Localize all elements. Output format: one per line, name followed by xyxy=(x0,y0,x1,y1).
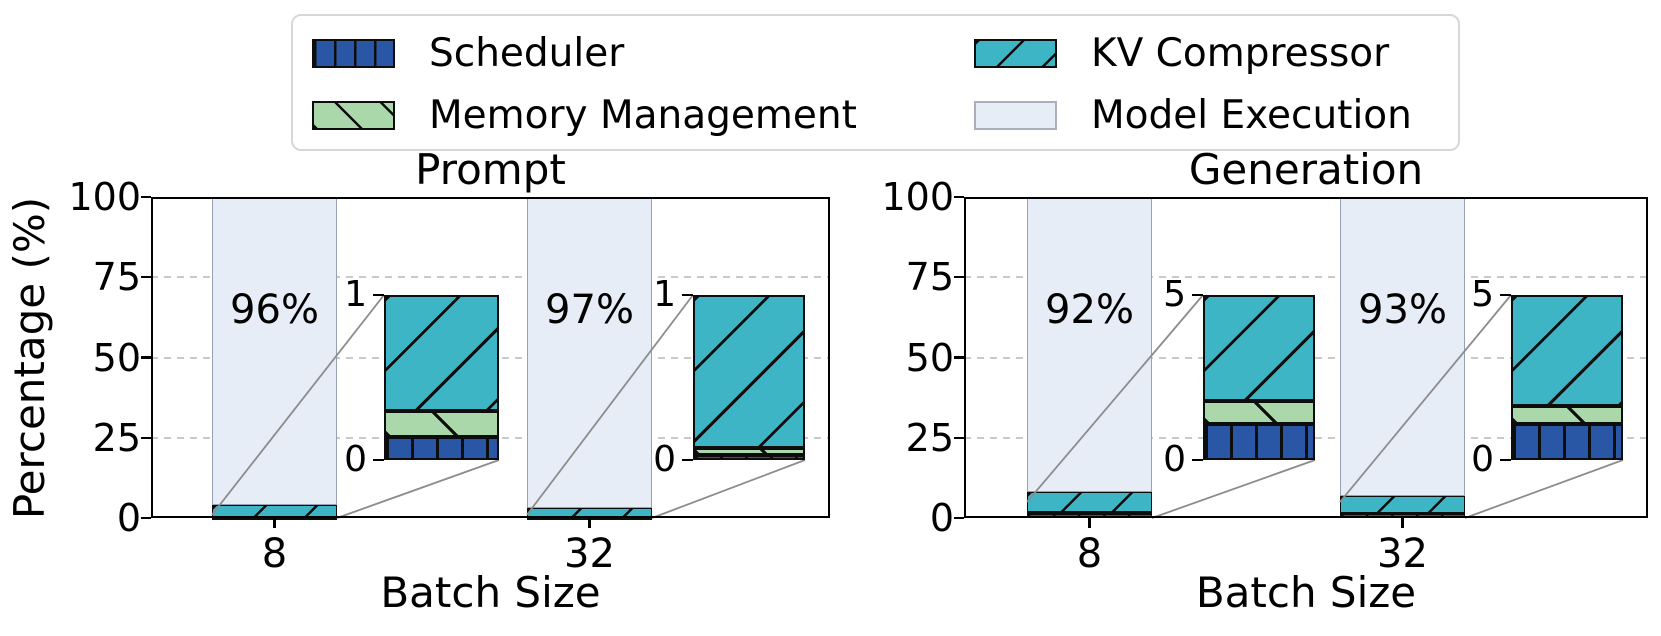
bar-segment-kv-compressor xyxy=(1027,492,1152,513)
x-tick-mark xyxy=(273,518,276,528)
bar-segment-kv-compressor xyxy=(527,508,652,518)
x-axis-label-left: Batch Size xyxy=(380,568,601,617)
inset-tick-mark xyxy=(1192,458,1203,462)
legend-label: Scheduler xyxy=(429,31,625,76)
inset-bar-segment-kv-compressor xyxy=(693,295,805,449)
x-tick-mark xyxy=(1088,518,1091,528)
inset-bar-segment-scheduler xyxy=(1203,423,1315,460)
y-tick-label: 75 xyxy=(905,255,954,300)
grid-line xyxy=(151,276,830,279)
y-tick-label: 50 xyxy=(905,335,954,380)
y-tick-mark xyxy=(954,276,964,279)
inset-bar-segment-kv-compressor xyxy=(1511,295,1623,406)
legend-item-memory-management: Memory Management xyxy=(312,96,857,135)
y-tick-mark xyxy=(954,436,964,439)
y-tick-mark xyxy=(141,516,151,520)
x-tick-label: 8 xyxy=(1076,531,1103,577)
inset-bar-segment-memory-management xyxy=(1511,405,1623,424)
inset-tick-label: 5 xyxy=(1163,274,1186,315)
y-tick-mark xyxy=(954,356,964,359)
legend-label: Memory Management xyxy=(429,93,857,138)
legend-label: KV Compressor xyxy=(1091,31,1390,76)
inset-tick-mark xyxy=(1500,458,1511,462)
legend-item-kv-compressor: KV Compressor xyxy=(974,34,1389,73)
inset-tick-label: 1 xyxy=(344,274,367,315)
grid-line xyxy=(964,276,1648,279)
inset-tick-mark xyxy=(682,293,693,297)
y-tick-label: 25 xyxy=(905,415,954,460)
plot-title-prompt: Prompt xyxy=(415,145,566,194)
y-tick-mark xyxy=(141,356,151,359)
y-tick-label: 25 xyxy=(92,415,141,460)
y-tick-label: 100 xyxy=(881,175,954,219)
y-tick-label: 0 xyxy=(929,496,954,540)
kv-compressor-swatch-icon xyxy=(974,39,1057,68)
inset-bar-segment-kv-compressor xyxy=(1203,295,1315,401)
legend: Scheduler Memory Management KV Compresso… xyxy=(291,14,1460,151)
y-tick-mark xyxy=(954,516,964,520)
inset-tick-label: 0 xyxy=(653,439,676,480)
scheduler-swatch-icon xyxy=(312,39,395,68)
y-tick-label: 100 xyxy=(68,175,141,219)
y-tick-label: 0 xyxy=(116,496,141,540)
memory-management-swatch-icon xyxy=(312,101,395,130)
x-tick-mark xyxy=(1401,518,1404,528)
inset-tick-label: 5 xyxy=(1471,274,1494,315)
bar-segment-kv-compressor xyxy=(212,505,337,518)
plot-title-generation: Generation xyxy=(1188,145,1424,194)
y-tick-mark xyxy=(954,195,964,199)
x-axis-label-right: Batch Size xyxy=(1195,568,1417,617)
y-tick-mark xyxy=(141,276,151,279)
inset-tick-label: 0 xyxy=(1163,439,1186,480)
inset-bar-segment-scheduler xyxy=(384,436,499,460)
inset-bar-segment-kv-compressor xyxy=(384,295,499,411)
x-tick-label: 32 xyxy=(564,531,615,577)
inset-tick-mark xyxy=(1500,293,1511,297)
inset-bar-segment-memory-management xyxy=(1203,400,1315,424)
model-execution-swatch-icon xyxy=(974,101,1057,130)
y-tick-mark xyxy=(141,195,151,199)
bar-segment-memory-management xyxy=(1027,512,1152,515)
inset-tick-label: 0 xyxy=(1471,439,1494,480)
inset-bar-segment-memory-management xyxy=(693,448,805,456)
legend-label: Model Execution xyxy=(1091,93,1412,138)
bar-segment-memory-management xyxy=(1340,512,1465,515)
y-tick-label: 75 xyxy=(92,255,141,300)
inset-tick-mark xyxy=(373,458,384,462)
x-tick-mark xyxy=(588,518,591,528)
legend-item-model-execution: Model Execution xyxy=(974,96,1412,135)
inset-bar-segment-memory-management xyxy=(384,410,499,437)
inset-bar-segment-scheduler xyxy=(1511,423,1623,460)
x-tick-label: 8 xyxy=(261,531,288,577)
legend-item-scheduler: Scheduler xyxy=(312,34,624,73)
y-tick-label: 50 xyxy=(92,335,141,380)
inset-tick-mark xyxy=(373,293,384,297)
y-tick-mark xyxy=(141,436,151,439)
inset-bar-segment-scheduler xyxy=(693,455,805,460)
x-tick-label: 32 xyxy=(1377,531,1428,577)
inset-tick-mark xyxy=(682,458,693,462)
inset-tick-mark xyxy=(1192,293,1203,297)
inset-tick-label: 1 xyxy=(653,274,676,315)
inset-tick-label: 0 xyxy=(344,439,367,480)
bar-segment-kv-compressor xyxy=(1340,495,1465,513)
